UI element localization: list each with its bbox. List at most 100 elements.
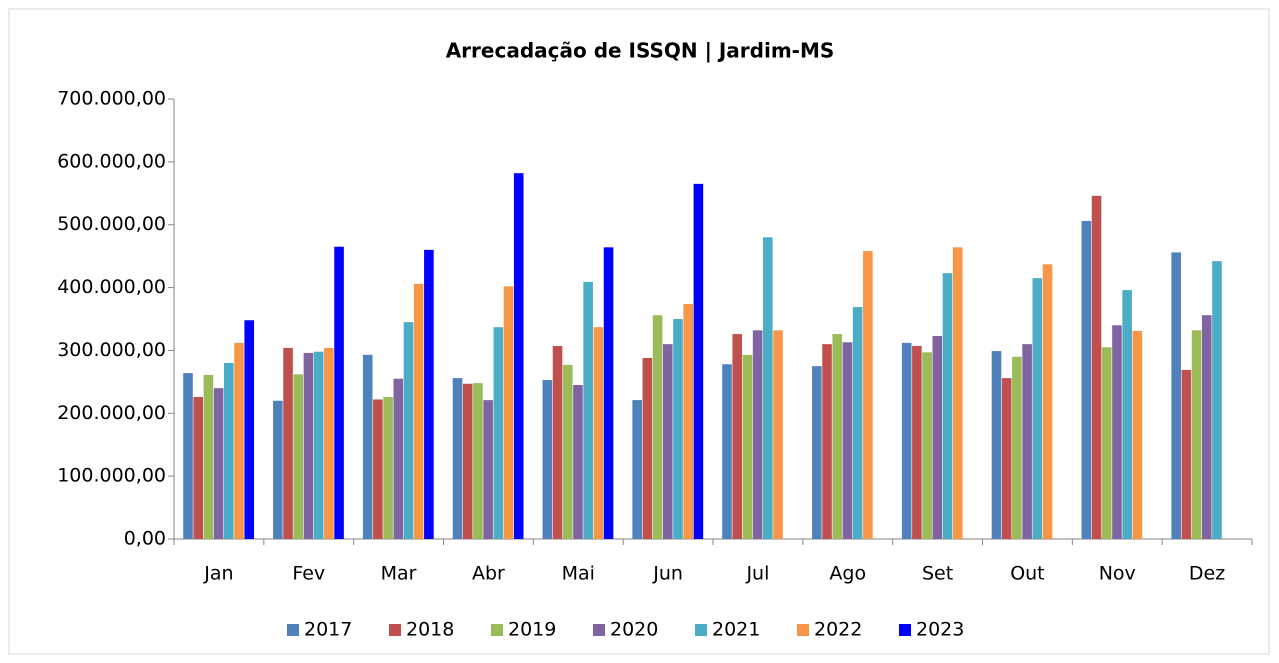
- legend-label: 2022: [814, 619, 862, 641]
- bar: [213, 388, 224, 539]
- bar: [393, 378, 404, 539]
- bar: [1012, 356, 1022, 539]
- bar: [863, 251, 873, 539]
- bar: [1112, 325, 1122, 539]
- y-tick-label: 700.000,00: [57, 88, 166, 110]
- bar: [183, 373, 193, 539]
- y-tick-label: 200.000,00: [57, 402, 166, 424]
- bar: [452, 378, 463, 539]
- x-tick-label: Fev: [292, 563, 325, 585]
- bar: [991, 351, 1002, 539]
- x-tick-label: Jun: [652, 563, 683, 585]
- bar: [334, 246, 344, 539]
- bar: [752, 330, 763, 539]
- bar: [683, 303, 693, 539]
- bar: [652, 315, 663, 539]
- bar: [383, 396, 393, 539]
- bar: [552, 346, 563, 539]
- bar: [583, 281, 593, 539]
- bar: [473, 383, 483, 539]
- x-tick-label: Dez: [1189, 563, 1225, 585]
- bar: [693, 183, 704, 539]
- bar: [1081, 220, 1092, 539]
- bar: [1171, 252, 1181, 539]
- bar: [632, 400, 642, 539]
- y-tick-label: 400.000,00: [57, 276, 166, 298]
- bar: [773, 330, 783, 539]
- bar: [822, 344, 832, 539]
- bar: [952, 247, 963, 540]
- bar: [513, 173, 524, 539]
- bar: [1201, 315, 1212, 539]
- bar: [932, 335, 943, 539]
- bar: [293, 374, 304, 539]
- bar: [362, 354, 373, 539]
- x-tick-label: Mar: [381, 563, 417, 585]
- bar: [493, 327, 504, 539]
- bar: [573, 385, 583, 539]
- bar: [742, 354, 753, 539]
- legend-label: 2020: [610, 619, 658, 641]
- bar: [373, 399, 383, 539]
- bar: [732, 334, 743, 539]
- legend-label: 2017: [304, 619, 352, 641]
- x-tick-label: Abr: [472, 563, 505, 585]
- bar: [942, 273, 953, 539]
- chart-title: Arrecadação de ISSQN | Jardim-MS: [446, 39, 835, 63]
- y-tick-label: 100.000,00: [57, 465, 166, 487]
- legend-swatch: [695, 624, 707, 636]
- bar: [1122, 290, 1132, 539]
- bar: [403, 322, 414, 539]
- bar: [234, 342, 244, 539]
- bar: [1042, 264, 1053, 539]
- x-tick-label: Ago: [829, 563, 866, 585]
- bar: [324, 347, 334, 539]
- bar: [1001, 378, 1012, 539]
- x-tick-label: Jul: [745, 563, 769, 585]
- legend-label: 2018: [406, 619, 454, 641]
- bar: [852, 307, 863, 539]
- legend-label: 2023: [916, 619, 964, 641]
- legend-label: 2021: [712, 619, 760, 641]
- x-tick-label: Jan: [203, 563, 233, 585]
- bar: [462, 383, 473, 539]
- bar: [722, 364, 732, 539]
- y-tick-label: 0,00: [124, 528, 166, 550]
- bar: [1132, 330, 1143, 539]
- bar: [901, 342, 912, 539]
- bar: [1191, 330, 1202, 539]
- legend-swatch: [491, 624, 503, 636]
- bar: [542, 379, 553, 539]
- bar: [922, 352, 932, 539]
- legend-swatch: [899, 624, 911, 636]
- bar: [1101, 347, 1112, 539]
- bar: [203, 374, 214, 539]
- y-tick-label: 500.000,00: [57, 213, 166, 235]
- y-tick-label: 300.000,00: [57, 339, 166, 361]
- bar: [593, 327, 604, 539]
- bar: [1022, 344, 1032, 539]
- bar: [1032, 278, 1043, 539]
- bar: [642, 357, 653, 539]
- bar: [763, 237, 773, 540]
- bar: [662, 344, 673, 539]
- bar: [193, 396, 204, 539]
- x-tick-label: Set: [922, 563, 953, 585]
- legend-swatch: [797, 624, 809, 636]
- bar: [503, 286, 514, 539]
- bar: [1091, 195, 1102, 540]
- bar: [812, 366, 822, 539]
- bar: [424, 249, 434, 539]
- legend-swatch: [389, 624, 401, 636]
- bar: [244, 320, 255, 539]
- bar: [273, 400, 283, 539]
- legend-swatch: [287, 624, 299, 636]
- legend-label: 2019: [508, 619, 556, 641]
- x-tick-label: Out: [1010, 563, 1044, 585]
- bar: [832, 334, 843, 539]
- bar: [413, 283, 424, 539]
- bar: [912, 346, 922, 539]
- bar: [1181, 369, 1192, 539]
